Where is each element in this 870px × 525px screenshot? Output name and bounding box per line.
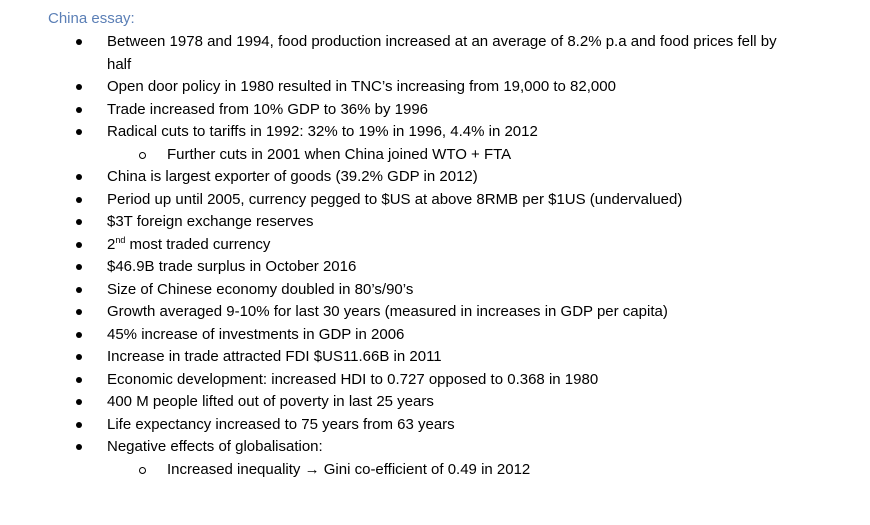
list-item-text: Size of Chinese economy doubled in 80’s/… [107,280,414,298]
bullet-icon [76,241,82,248]
list-item-text: $46.9B trade surplus in October 2016 [107,258,357,275]
list-item-text: Trade increased from 10% GDP to 36% by 1… [107,100,429,118]
list-item: 2nd most traded currency [0,234,797,257]
bullet-icon [76,174,82,180]
list-item: 400 M people lifted out of poverty in la… [0,391,797,414]
list-item-text: Increase in trade attracted FDI $US11.66… [107,348,442,365]
bullet-icon [76,444,82,450]
bullet-icon [76,264,82,270]
list-item-text: Radical cuts to tariffs in 1992: 32% to … [107,123,538,140]
list-item-text: Between 1978 and 1994, food production i… [107,33,777,73]
sub-list-item: Further cuts in 2001 when China joined W… [0,144,807,167]
superscript: nd [115,234,126,245]
list-item: Trade increased from 10% GDP to 36% by 1… [0,99,797,122]
list-item-rest: most traded currency [125,235,271,253]
list-item-text: 45% increase of investments in GDP in 20… [107,325,405,343]
bullet-list: Between 1978 and 1994, food production i… [0,31,870,481]
list-item: China is largest exporter of goods (39.2… [0,166,797,189]
list-item: Increase in trade attracted FDI $US11.66… [0,346,797,369]
list-item-text: $3T foreign exchange reserves [107,213,314,230]
list-item: Growth averaged 9-10% for last 30 years … [0,301,797,324]
list-item: Economic development: increased HDI to 0… [0,369,797,392]
list-item: Open door policy in 1980 resulted in TNC… [0,76,797,99]
list-item: $3T foreign exchange reserves [0,211,797,234]
list-item-text: Negative effects of globalisation: [107,438,323,455]
bullet-icon [76,84,82,90]
list-item-prefix: 2 [107,235,116,253]
bullet-icon [76,106,82,113]
list-item-text: Further cuts in 2001 when China joined W… [167,145,512,163]
bullet-icon [76,354,82,360]
bullet-icon [76,286,82,293]
list-item: 45% increase of investments in GDP in 20… [0,324,797,347]
list-item: Between 1978 and 1994, food production i… [0,31,797,76]
list-item: $46.9B trade surplus in October 2016 [0,256,797,279]
bullet-icon [76,309,82,315]
bullet-icon [76,196,82,203]
list-item: Radical cuts to tariffs in 1992: 32% to … [0,121,797,144]
hollow-bullet-icon [139,466,146,474]
list-item: Size of Chinese economy doubled in 80’s/… [0,279,797,302]
list-item: Period up until 2005, currency pegged to… [0,189,797,212]
bullet-icon [76,331,82,338]
bullet-icon [76,219,82,225]
list-item-text: 2nd most traded currency [107,234,271,253]
list-item-text: Open door policy in 1980 resulted in TNC… [107,78,616,95]
sub-list-item: Increased inequality → Gini co-efficient… [0,459,807,482]
hollow-bullet-icon [139,151,146,159]
document-heading: China essay: [48,10,135,27]
list-item-text: Period up until 2005, currency pegged to… [107,190,683,208]
list-item-text: 400 M people lifted out of poverty in la… [107,393,434,410]
list-item-text: China is largest exporter of goods (39.2… [107,168,478,185]
bullet-icon [76,399,82,405]
bullet-icon [76,129,82,135]
list-item: Negative effects of globalisation: [0,436,797,459]
list-item-text: Economic development: increased HDI to 0… [107,370,599,388]
bullet-icon [76,39,82,45]
list-item-text: Growth averaged 9-10% for last 30 years … [107,303,668,320]
list-item-text: Increased inequality → Gini co-efficient… [167,460,531,478]
list-item-text: Life expectancy increased to 75 years fr… [107,415,455,433]
bullet-icon [76,421,82,428]
list-item: Life expectancy increased to 75 years fr… [0,414,797,437]
bullet-icon [76,376,82,383]
